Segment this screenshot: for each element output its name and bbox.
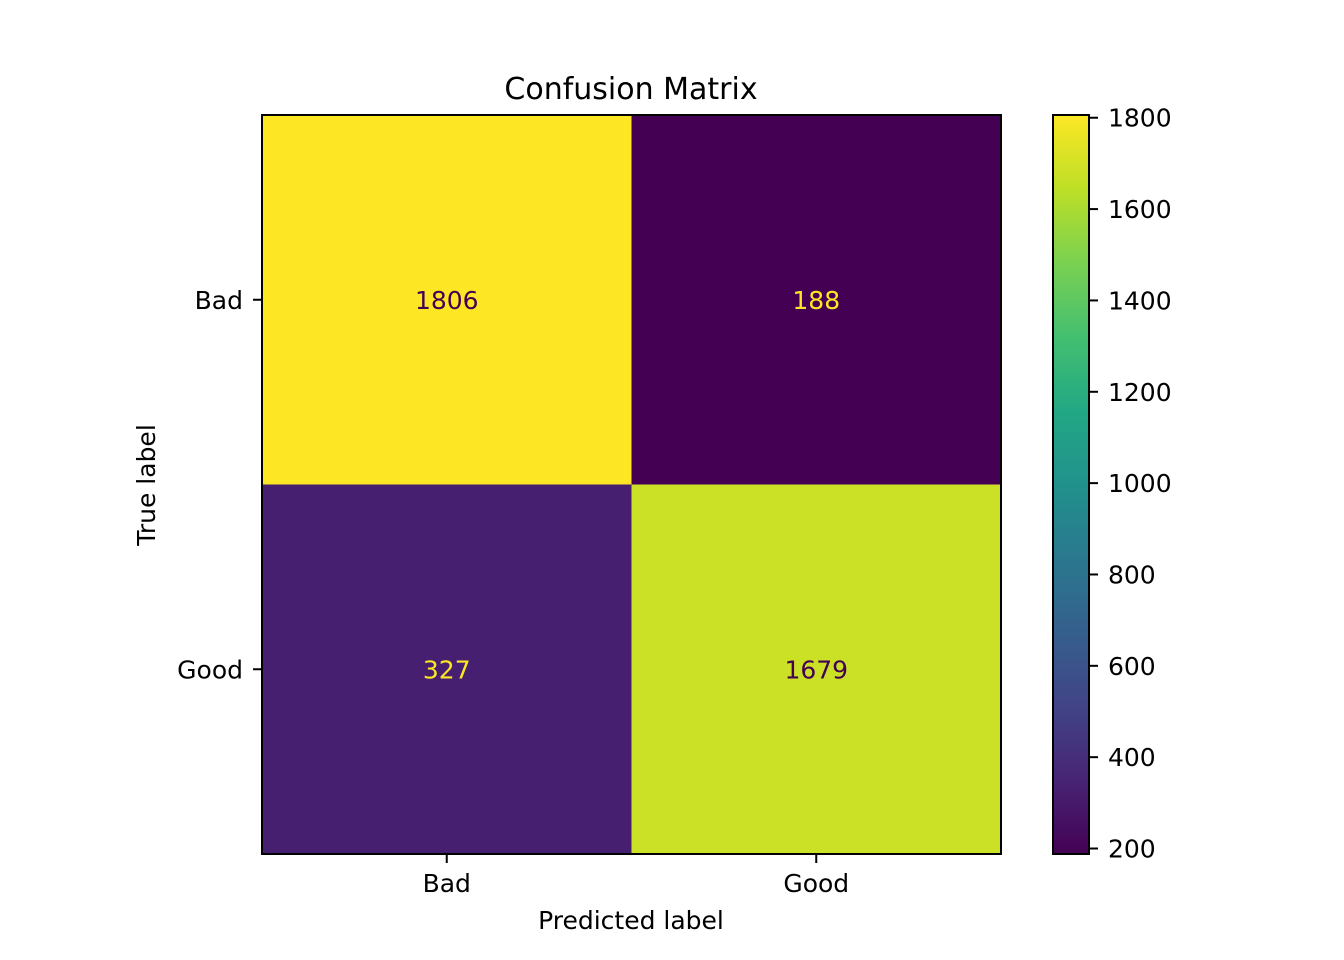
colorbar-tick-label: 1000 [1108,469,1172,498]
cell-value-label: 1806 [415,286,479,315]
y-axis-label: True label [132,424,161,547]
cell-value-label: 188 [792,286,840,315]
colorbar-tick-label: 800 [1108,560,1156,589]
x-tick-label: Bad [423,869,471,898]
cell-value-label: 327 [423,655,471,684]
colorbar-tick-label: 1400 [1108,286,1172,315]
y-axis-ticks: Bad Good [177,286,262,684]
colorbar-tick-label: 1600 [1108,195,1172,224]
chart-title: Confusion Matrix [504,72,757,107]
cell-good-bad [262,484,632,854]
x-axis-ticks: Bad Good [423,854,849,898]
colorbar-tick-label: 400 [1108,743,1156,772]
colorbar-gradient [1053,115,1089,854]
x-tick-label: Good [783,869,849,898]
colorbar-tick-label: 1800 [1108,104,1172,133]
cell-bad-bad [262,115,632,485]
colorbar-tick-label: 600 [1108,652,1156,681]
colorbar-tick-label: 1200 [1108,378,1172,407]
y-tick-label: Bad [195,286,243,315]
heatmap-cell-labels: 1806 188 327 1679 [415,286,848,685]
x-axis-label: Predicted label [538,906,724,935]
colorbar-ticks: 200 400 600 800 1000 1200 1400 1600 1800 [1089,104,1172,864]
y-tick-label: Good [177,655,243,684]
cell-value-label: 1679 [784,655,848,684]
colorbar-tick-label: 200 [1108,835,1156,864]
cell-good-good [631,484,1001,854]
colorbar-frame [1052,114,1090,855]
heatmap-cells [262,115,1001,854]
cell-bad-good [631,115,1001,485]
plot-frame [261,114,1002,855]
